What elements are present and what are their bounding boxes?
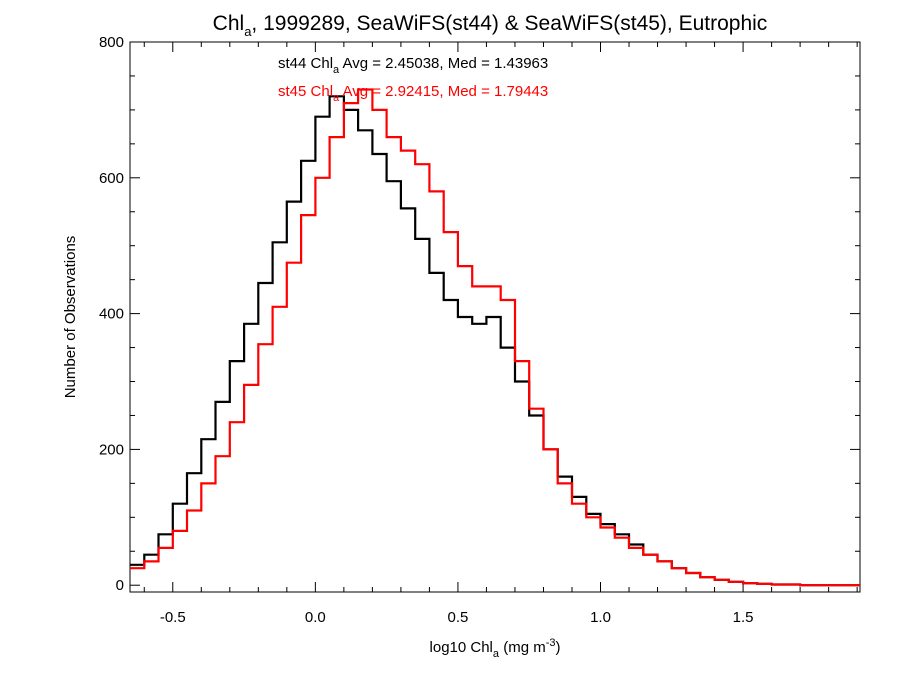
y-tick-label: 800 — [99, 34, 124, 51]
x-axis-label-mid: (mg m — [499, 639, 546, 656]
annotation-st45-post: Avg = 2.92415, Med = 1.79443 — [339, 83, 548, 100]
chart-title: Chla, 1999289, SeaWiFS(st44) & SeaWiFS(s… — [213, 12, 768, 39]
annotation-st45-pre: st45 Chl — [278, 83, 333, 100]
annotation-st44-pre: st44 Chl — [278, 55, 333, 72]
series-layer — [130, 88, 860, 587]
series-line-st44 — [130, 95, 860, 587]
x-tick-label: 0.0 — [305, 609, 326, 626]
x-axis-label-superscript: -3 — [546, 637, 556, 649]
x-axis-label-post: ) — [555, 639, 560, 656]
chart-title-rest: , 1999289, SeaWiFS(st44) & SeaWiFS(st45)… — [251, 12, 767, 35]
y-axis-label: Number of Observations — [62, 236, 79, 399]
annotation-st45: st45 Chla Avg = 2.92415, Med = 1.79443 — [278, 83, 548, 104]
annotation-st44-post: Avg = 2.45038, Med = 1.43963 — [339, 55, 548, 72]
plot-frame — [129, 41, 861, 593]
x-axis-label: log10 Chla (mg m-3) — [430, 637, 561, 660]
chart-title-subscript: a — [244, 24, 252, 39]
annotation-st44: st44 Chla Avg = 2.45038, Med = 1.43963 — [278, 55, 548, 76]
annotation-st45-subscript: a — [333, 92, 340, 104]
chart-title-main: Chl — [213, 12, 245, 35]
axis-ticks — [130, 41, 860, 592]
x-tick-label: 0.5 — [448, 609, 469, 626]
x-axis-label-pre: log10 Chl — [430, 639, 493, 656]
x-tick-label: 1.5 — [733, 609, 754, 626]
y-tick-label: 200 — [99, 441, 124, 458]
annotation-st44-subscript: a — [333, 64, 340, 76]
y-tick-label: 400 — [99, 306, 124, 323]
tick-labels: -0.5 0.0 0.5 1.0 1.5 0 200 400 600 800 — [99, 34, 754, 626]
y-tick-label: 600 — [99, 170, 124, 187]
series-line-st45 — [130, 88, 860, 587]
x-axis-label-subscript: a — [493, 648, 500, 660]
x-tick-label: 1.0 — [590, 609, 611, 626]
x-tick-label: -0.5 — [160, 609, 186, 626]
y-tick-label: 0 — [116, 577, 124, 594]
